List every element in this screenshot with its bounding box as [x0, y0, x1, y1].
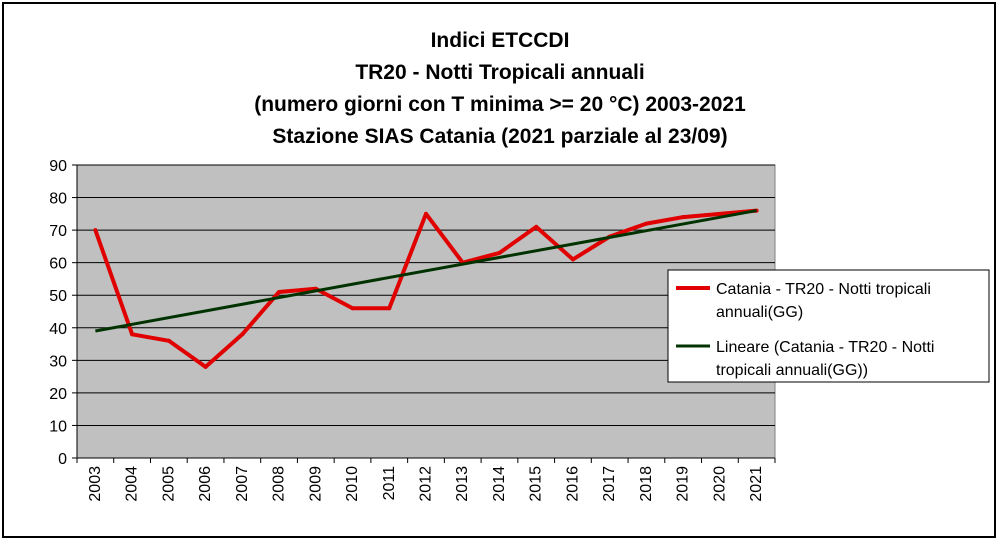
x-tick-label: 2005	[160, 466, 177, 502]
y-tick-label: 40	[49, 321, 67, 338]
series	[93, 208, 759, 369]
y-tick-label: 50	[49, 288, 67, 305]
x-tick-label: 2011	[381, 466, 398, 501]
axes	[76, 165, 775, 459]
chart-title-line-4: Stazione SIAS Catania (2021 parziale al …	[272, 125, 727, 148]
y-tick-label: 80	[49, 191, 67, 208]
x-tick-label: 2014	[491, 466, 508, 502]
x-tick-label: 2015	[528, 466, 545, 502]
x-tick-label: 2010	[344, 466, 361, 502]
data-point	[497, 250, 502, 255]
x-tick-label: 2017	[601, 466, 618, 502]
legend-label-data-line-2: annuali(GG)	[716, 304, 803, 321]
x-tick-label: 2007	[234, 466, 251, 502]
x-tick-label: 2008	[271, 466, 288, 502]
data-point	[570, 257, 575, 262]
y-tick-label: 20	[49, 386, 67, 403]
chart-title-line-3: (numero giorni con T minima >= 20 °C) 20…	[254, 93, 746, 116]
y-tick-label: 10	[49, 418, 67, 435]
x-tick-label: 2009	[307, 466, 324, 502]
x-tick-label: 2019	[675, 466, 692, 502]
chart-title: Indici ETCCDI TR20 - Notti Tropicali ann…	[254, 29, 746, 148]
x-tick-label: 2012	[418, 466, 435, 502]
y-tick-label: 70	[49, 223, 67, 240]
chart-title-line-1: Indici ETCCDI	[431, 29, 570, 52]
x-tick-label: 2006	[197, 466, 214, 502]
x-tick-label: 2004	[124, 466, 141, 502]
x-tick-label: 2018	[638, 466, 655, 502]
x-tick-label: 2003	[87, 466, 104, 502]
x-axis-ticks: 2003 2004 2005 2006 2007 2008 2009 2010 2011 2012…	[76, 458, 776, 502]
data-point	[350, 306, 355, 311]
y-tick-label: 90	[49, 158, 67, 175]
data-point	[534, 224, 539, 229]
data-point	[277, 289, 282, 294]
y-tick-label: 30	[49, 353, 67, 370]
x-tick-label: 2013	[454, 466, 471, 502]
data-point	[93, 228, 98, 233]
data-point	[166, 338, 171, 343]
legend: Catania - TR20 - Notti tropicali annuali…	[667, 269, 990, 383]
y-tick-label: 60	[49, 256, 67, 273]
legend-label-trend-line-2: tropicali annuali(GG))	[716, 362, 868, 379]
gridlines	[77, 164, 775, 426]
data-point	[130, 332, 135, 337]
series-line-trend	[95, 209, 757, 333]
data-point	[681, 215, 686, 220]
legend-box	[667, 269, 990, 383]
data-point	[717, 211, 722, 216]
y-tick-label: 0	[58, 451, 67, 468]
legend-label-data-line-1: Catania - TR20 - Notti tropicali	[716, 281, 931, 298]
chart-title-line-2: TR20 - Notti Tropicali annuali	[355, 61, 644, 84]
x-tick-label: 2021	[748, 466, 765, 502]
x-tick-label: 2020	[711, 466, 728, 502]
y-axis-ticks: 0 10 20 30 40 50 60 70 80 90	[49, 158, 77, 468]
x-tick-label: 2016	[564, 466, 581, 502]
data-point	[644, 221, 649, 226]
data-point	[387, 306, 392, 311]
data-point	[424, 211, 428, 216]
data-point	[240, 332, 245, 337]
legend-label-trend-line-1: Lineare (Catania - TR20 - Notti	[716, 339, 934, 356]
data-point	[203, 364, 208, 369]
